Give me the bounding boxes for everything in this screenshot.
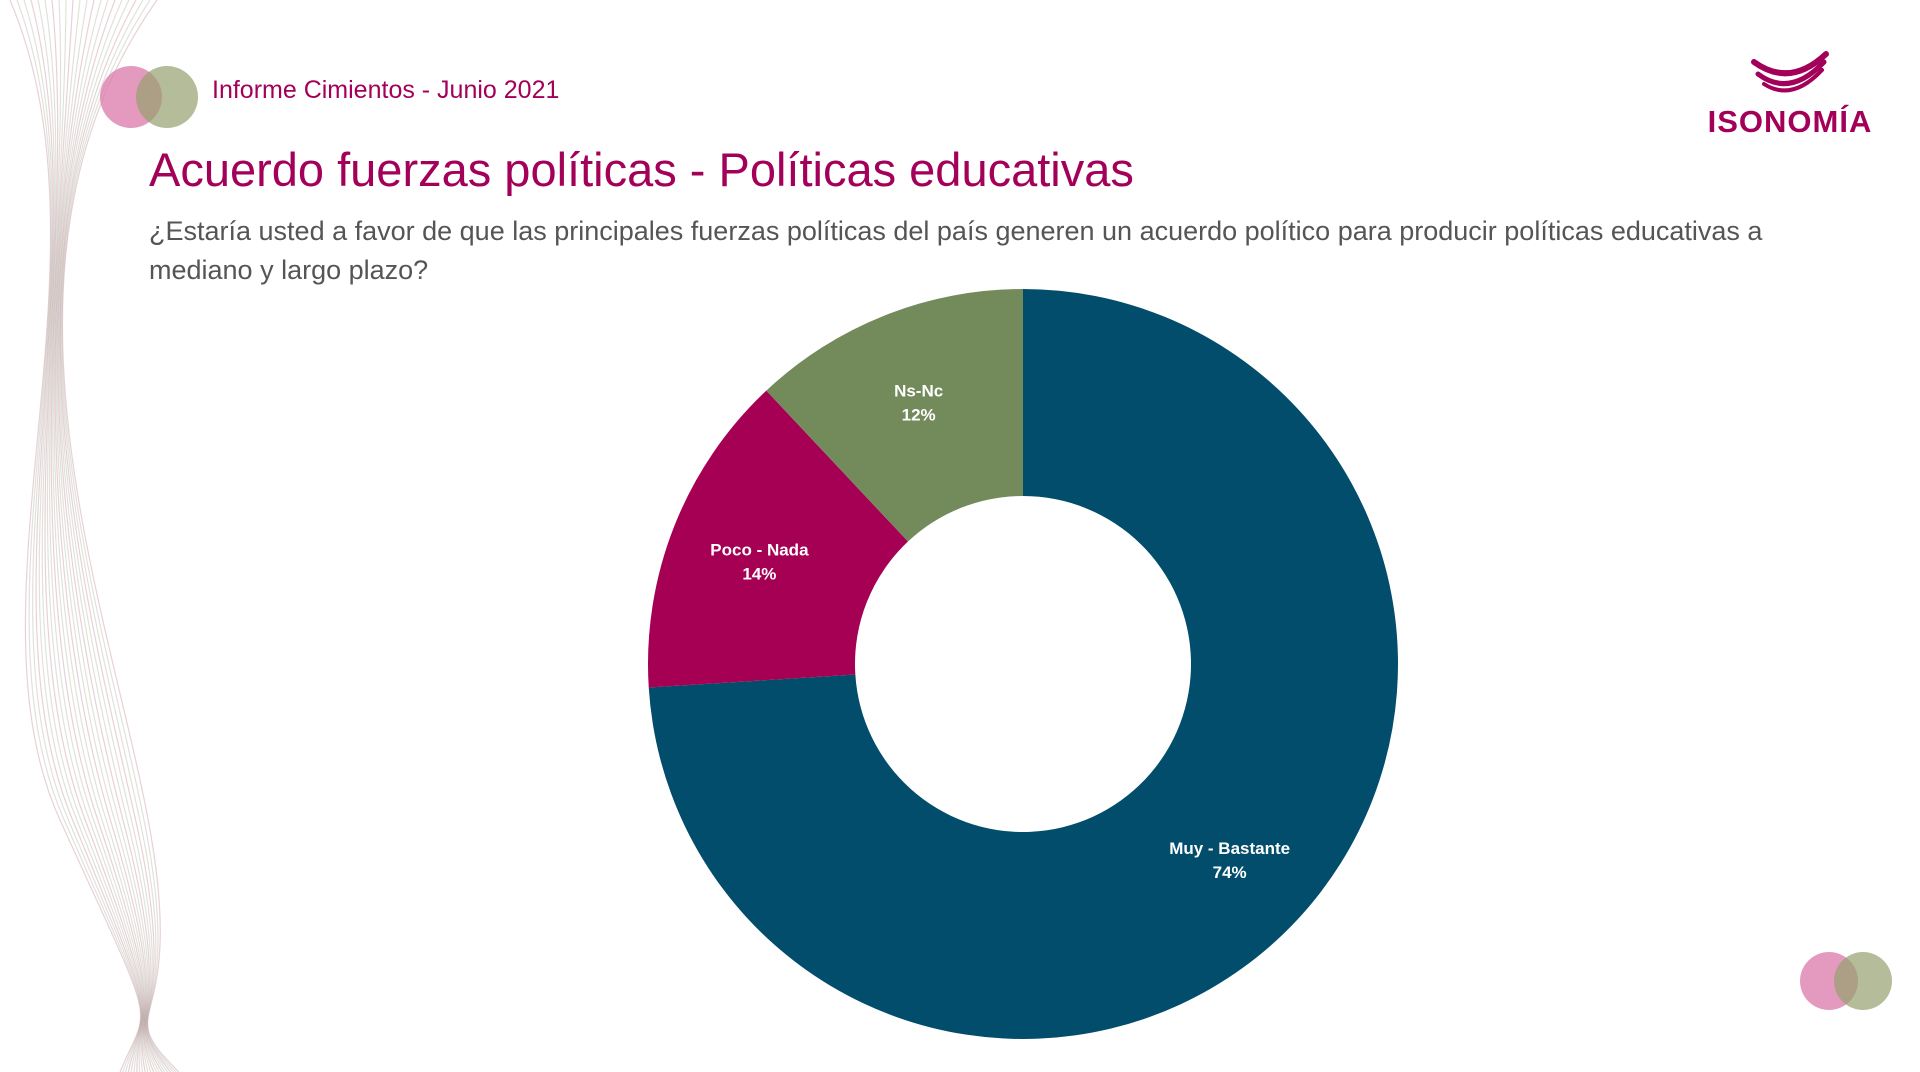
slice-label: Muy - Bastante 74% (1169, 839, 1290, 882)
wave-line (58, 0, 169, 1072)
header-circles-logo (100, 64, 200, 128)
slice-category: Ns-Nc (894, 381, 943, 400)
wave-line (54, 0, 155, 1072)
wave-line (23, 0, 142, 1072)
wave-line (41, 0, 144, 1072)
report-label: Informe Cimientos - Junio 2021 (212, 76, 560, 104)
wave-line (50, 0, 146, 1072)
slice-category: Poco - Nada (710, 541, 809, 560)
brand-name: ISONOMÍA (1707, 104, 1873, 139)
wave-line (56, 0, 160, 1072)
survey-question: ¿Estaría usted a favor de que las princi… (149, 216, 1763, 285)
donut-slice-muy-bastante (648, 289, 1399, 1039)
wave-line (30, 0, 143, 1072)
slice-percent: 12% (902, 405, 936, 424)
wave-line (61, 0, 180, 1072)
donut-slice-poco-nada (647, 390, 908, 688)
slice-percent: 74% (1213, 863, 1247, 882)
brand-logo: ISONOMÍA (1700, 48, 1880, 148)
wave-line (9, 0, 142, 1072)
footer-circles-logo (1800, 950, 1900, 1014)
wave-line (59, 0, 171, 1072)
wave-line (44, 0, 144, 1072)
slice-percent: 14% (742, 565, 776, 584)
wave-line (37, 0, 143, 1072)
olive-circle-icon (1834, 952, 1892, 1010)
olive-circle-icon (136, 66, 198, 128)
wave-line (46, 0, 144, 1072)
wave-line (60, 0, 174, 1072)
isonomia-arcs-icon (1751, 51, 1829, 93)
decorative-wave-background (9, 0, 180, 1072)
wave-line (61, 0, 177, 1072)
wave-line (53, 0, 152, 1072)
wave-line (58, 0, 166, 1072)
slice-category: Muy - Bastante (1169, 839, 1290, 858)
wave-line (52, 0, 149, 1072)
wave-line (55, 0, 157, 1072)
page-title: Acuerdo fuerzas políticas - Políticas ed… (149, 143, 1134, 196)
wave-line (57, 0, 163, 1072)
wave-line (48, 0, 145, 1072)
wave-line (16, 0, 142, 1072)
slice-label: Ns-Nc 12% (894, 381, 943, 424)
donut-slice-ns-nc (766, 289, 1023, 542)
slice-label: Poco - Nada 14% (710, 541, 809, 584)
